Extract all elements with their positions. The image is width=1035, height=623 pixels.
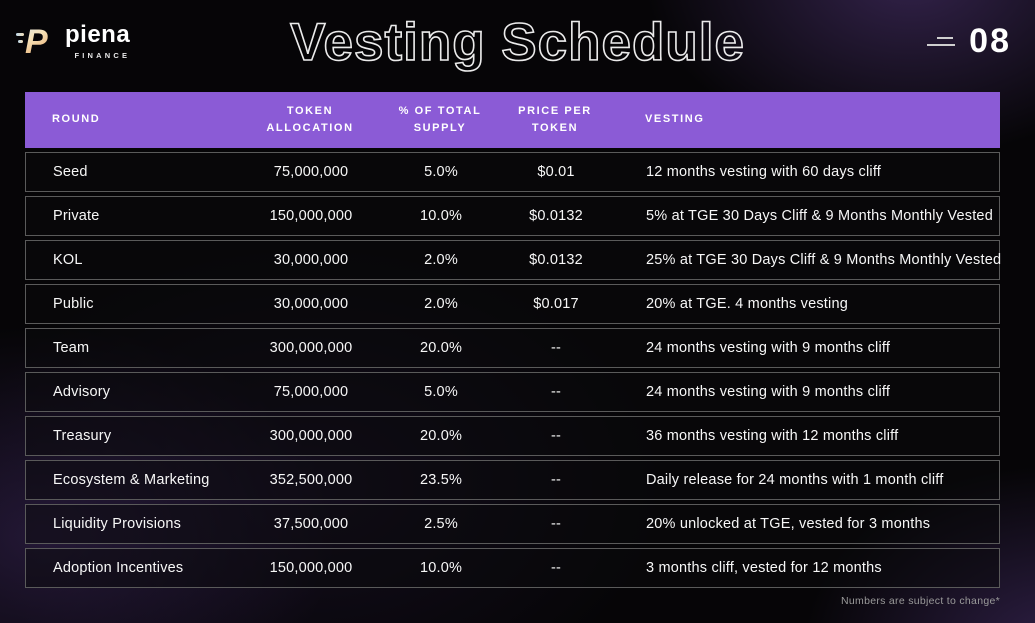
cell-token-allocation: 300,000,000 bbox=[269, 428, 353, 444]
cell-vesting: 20% unlocked at TGE, vested for 3 months bbox=[646, 516, 931, 532]
cell-percent-supply: 2.5% bbox=[424, 516, 458, 532]
cell-token-allocation: 75,000,000 bbox=[273, 384, 349, 400]
table-row: Team 300,000,000 20.0% -- 24 months vest… bbox=[25, 328, 1000, 368]
logo-speedline-icon bbox=[16, 33, 24, 36]
cell-vesting: 20% at TGE. 4 months vesting bbox=[646, 296, 848, 312]
logo-p-glyph: P bbox=[25, 23, 48, 61]
column-header-token-allocation: TOKEN ALLOCATION bbox=[266, 104, 354, 134]
page-number-block: 08 bbox=[925, 22, 1011, 61]
cell-vesting: 36 months vesting with 12 months cliff bbox=[646, 428, 899, 444]
column-header-percent-supply: % OF TOTAL SUPPLY bbox=[398, 104, 482, 134]
cell-price-per-token: -- bbox=[550, 472, 562, 488]
cell-vesting: 25% at TGE 30 Days Cliff & 9 Months Mont… bbox=[646, 252, 1002, 268]
cell-price-per-token: -- bbox=[550, 340, 562, 356]
table-row: Liquidity Provisions 37,500,000 2.5% -- … bbox=[25, 504, 1000, 544]
cell-round: Public bbox=[53, 296, 94, 312]
table-row: Adoption Incentives 150,000,000 10.0% --… bbox=[25, 548, 1000, 588]
cell-token-allocation: 150,000,000 bbox=[269, 560, 353, 576]
brand-subtitle: FINANCE bbox=[74, 50, 131, 60]
table-header-row: ROUND TOKEN ALLOCATION % OF TOTAL SUPPLY… bbox=[25, 92, 1000, 148]
cell-vesting: Daily release for 24 months with 1 month… bbox=[646, 472, 944, 488]
cell-price-per-token: $0.017 bbox=[533, 296, 579, 312]
cell-token-allocation: 37,500,000 bbox=[273, 516, 349, 532]
cell-price-per-token: -- bbox=[550, 560, 562, 576]
logo-text: piena FINANCE bbox=[65, 20, 131, 60]
piena-logo-icon: P bbox=[16, 20, 58, 62]
cell-round: Seed bbox=[53, 164, 88, 180]
cell-token-allocation: 300,000,000 bbox=[269, 340, 353, 356]
cell-token-allocation: 30,000,000 bbox=[273, 252, 349, 268]
cell-percent-supply: 20.0% bbox=[419, 340, 463, 356]
cell-price-per-token: $0.0132 bbox=[529, 252, 583, 268]
brand-name: piena bbox=[65, 20, 131, 48]
cell-percent-supply: 2.0% bbox=[424, 252, 458, 268]
cell-percent-supply: 2.0% bbox=[424, 296, 458, 312]
cell-round: Liquidity Provisions bbox=[53, 516, 182, 532]
cell-percent-supply: 5.0% bbox=[424, 384, 458, 400]
table-body: Seed 75,000,000 5.0% $0.01 12 months ves… bbox=[25, 152, 1002, 588]
logo-speedline-icon bbox=[18, 40, 23, 43]
cell-vesting: 12 months vesting with 60 days cliff bbox=[646, 164, 882, 180]
cell-round: Treasury bbox=[53, 428, 112, 444]
cell-token-allocation: 75,000,000 bbox=[273, 164, 349, 180]
table-row: Seed 75,000,000 5.0% $0.01 12 months ves… bbox=[25, 152, 1000, 192]
page-title: Vesting Schedule bbox=[289, 12, 745, 73]
cell-round: Adoption Incentives bbox=[53, 560, 184, 576]
cell-percent-supply: 10.0% bbox=[419, 560, 463, 576]
cell-round: Team bbox=[53, 340, 90, 356]
table-row: Public 30,000,000 2.0% $0.017 20% at TGE… bbox=[25, 284, 1000, 324]
cell-round: Private bbox=[53, 208, 100, 224]
page-number: 08 bbox=[969, 22, 1011, 60]
table-row: Advisory 75,000,000 5.0% -- 24 months ve… bbox=[25, 372, 1000, 412]
cell-round: KOL bbox=[53, 252, 83, 268]
cell-vesting: 24 months vesting with 9 months cliff bbox=[646, 384, 891, 400]
column-header-vesting: VESTING bbox=[645, 113, 705, 126]
column-header-price-per-token: PRICE PER TOKEN bbox=[518, 104, 592, 134]
cell-token-allocation: 352,500,000 bbox=[269, 472, 353, 488]
table-row: Ecosystem & Marketing 352,500,000 23.5% … bbox=[25, 460, 1000, 500]
footnote: Numbers are subject to change* bbox=[841, 595, 1000, 607]
cell-price-per-token: $0.0132 bbox=[529, 208, 583, 224]
cell-price-per-token: -- bbox=[550, 384, 562, 400]
cell-price-per-token: -- bbox=[550, 516, 562, 532]
column-header-round: ROUND bbox=[52, 113, 101, 126]
cell-price-per-token: $0.01 bbox=[537, 164, 575, 180]
cell-percent-supply: 5.0% bbox=[424, 164, 458, 180]
cell-percent-supply: 23.5% bbox=[419, 472, 463, 488]
cell-token-allocation: 150,000,000 bbox=[269, 208, 353, 224]
cell-percent-supply: 20.0% bbox=[419, 428, 463, 444]
piena-logo: P piena FINANCE bbox=[16, 20, 130, 62]
dash-marks-icon bbox=[925, 35, 956, 49]
cell-token-allocation: 30,000,000 bbox=[273, 296, 349, 312]
table-row: KOL 30,000,000 2.0% $0.0132 25% at TGE 3… bbox=[25, 240, 1002, 280]
table-row: Private 150,000,000 10.0% $0.0132 5% at … bbox=[25, 196, 1000, 236]
cell-price-per-token: -- bbox=[550, 428, 562, 444]
top-bar: P piena FINANCE Vesting Schedule 08 bbox=[0, 0, 1035, 88]
table-row: Treasury 300,000,000 20.0% -- 36 months … bbox=[25, 416, 1000, 456]
cell-percent-supply: 10.0% bbox=[419, 208, 463, 224]
cell-vesting: 3 months cliff, vested for 12 months bbox=[646, 560, 882, 576]
cell-round: Ecosystem & Marketing bbox=[53, 472, 210, 488]
cell-round: Advisory bbox=[53, 384, 111, 400]
cell-vesting: 24 months vesting with 9 months cliff bbox=[646, 340, 891, 356]
cell-vesting: 5% at TGE 30 Days Cliff & 9 Months Month… bbox=[646, 208, 993, 224]
vesting-table: ROUND TOKEN ALLOCATION % OF TOTAL SUPPLY… bbox=[25, 92, 1002, 588]
